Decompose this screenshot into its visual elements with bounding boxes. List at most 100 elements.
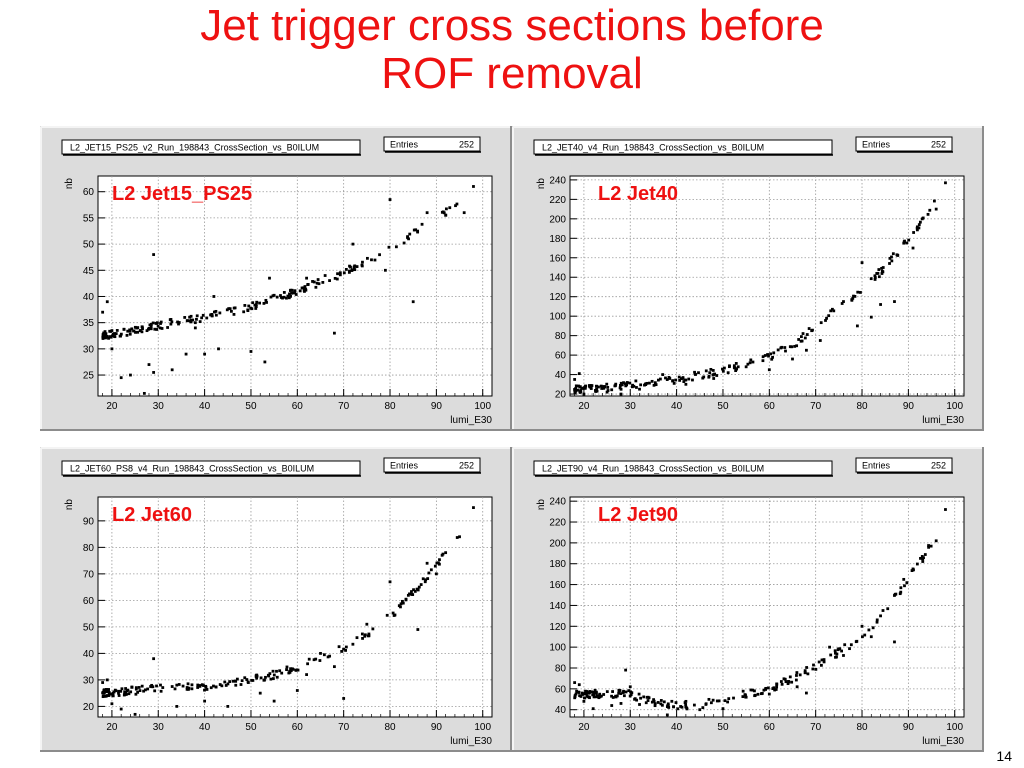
data-point [653, 381, 657, 385]
data-point [388, 198, 392, 201]
data-point [734, 369, 738, 373]
y-tick-label: 25 [83, 371, 95, 382]
data-point [264, 675, 267, 679]
data-point [613, 384, 617, 388]
data-point [290, 291, 293, 295]
x-tick-label: 60 [292, 722, 304, 733]
data-point [110, 347, 114, 351]
stats-box [855, 136, 953, 152]
data-point [424, 578, 428, 582]
data-point [101, 336, 105, 339]
data-point [761, 359, 765, 363]
data-point [129, 373, 132, 377]
stats-entries-value: 252 [931, 140, 946, 150]
data-point [784, 349, 787, 353]
data-point [855, 324, 859, 328]
data-point [915, 225, 919, 229]
data-point [259, 676, 263, 680]
data-point [118, 334, 122, 338]
data-point [795, 674, 798, 677]
data-point [212, 310, 216, 314]
data-point [912, 231, 916, 234]
data-point [437, 562, 441, 566]
data-point [634, 379, 638, 383]
stats-entries-label: Entries [390, 461, 419, 471]
data-point [394, 245, 398, 249]
data-point [918, 220, 922, 224]
data-point [629, 693, 633, 697]
data-point [628, 685, 632, 689]
data-point [246, 309, 250, 313]
data-point [328, 654, 332, 658]
data-point [351, 242, 355, 246]
data-point [715, 699, 719, 703]
data-point [903, 239, 906, 243]
data-point [275, 675, 279, 679]
y-tick-label: 140 [549, 273, 566, 284]
data-point [122, 327, 126, 331]
data-point [205, 688, 209, 691]
data-point [770, 357, 774, 361]
data-point [149, 322, 153, 326]
data-point [119, 689, 123, 693]
data-point [335, 277, 339, 281]
data-point [926, 212, 930, 216]
x-tick-label: 30 [625, 722, 637, 733]
data-point [168, 318, 172, 322]
data-point [361, 636, 364, 640]
data-point [709, 701, 713, 705]
data-point [103, 689, 107, 693]
trigger-label: L2 Jet15_PS25 [112, 183, 252, 205]
data-point [610, 388, 614, 392]
data-point [707, 697, 711, 701]
data-point [204, 684, 208, 688]
data-point [280, 671, 284, 675]
data-point [114, 689, 118, 693]
data-point [848, 647, 851, 651]
data-point [701, 376, 705, 380]
data-point [152, 657, 156, 661]
data-point [682, 380, 686, 383]
data-point [717, 699, 721, 703]
data-point [617, 689, 621, 692]
data-point [195, 314, 199, 318]
data-point [255, 673, 259, 677]
data-point [907, 238, 911, 242]
data-point [129, 690, 133, 694]
data-point [195, 317, 198, 321]
data-point [265, 301, 268, 304]
data-point [226, 682, 230, 686]
data-point [147, 327, 150, 331]
data-point [196, 683, 200, 687]
data-point [134, 686, 138, 690]
data-point [709, 367, 713, 371]
data-point [600, 387, 604, 390]
data-point [582, 392, 586, 396]
data-point [234, 679, 238, 683]
data-point [158, 326, 162, 330]
x-axis-label: lumi_E30 [450, 736, 492, 747]
data-point [159, 322, 162, 325]
data-point [886, 607, 890, 611]
data-point [805, 333, 809, 336]
data-point [128, 332, 132, 336]
data-point [271, 669, 275, 673]
data-point [462, 211, 466, 215]
data-point [125, 689, 129, 693]
data-point [285, 668, 288, 672]
data-point [644, 701, 648, 705]
data-point [584, 384, 587, 388]
data-point [247, 304, 251, 308]
data-point [342, 697, 346, 700]
x-tick-label: 90 [903, 722, 915, 733]
data-point [899, 590, 903, 594]
data-point [894, 592, 898, 596]
data-point [783, 346, 787, 349]
data-point [243, 304, 247, 307]
data-point [421, 577, 425, 581]
y-tick-label: 20 [83, 702, 95, 713]
data-point [843, 643, 847, 647]
data-point [775, 682, 779, 686]
data-point [383, 268, 387, 272]
stats-box [383, 457, 481, 473]
